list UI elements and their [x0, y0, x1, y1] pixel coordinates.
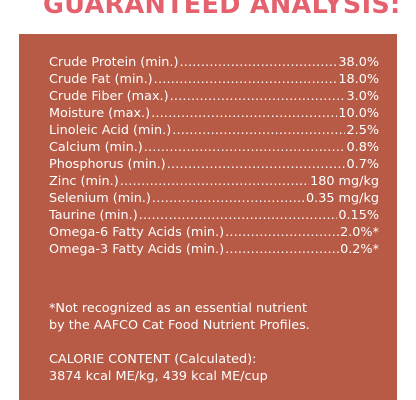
- nutrient-list: Crude Protein (min.) 38.0% Crude Fat (mi…: [49, 54, 379, 258]
- nutrient-value: 38.0%: [338, 55, 379, 70]
- dot-leader: [179, 54, 337, 71]
- nutrient-row-zinc: Zinc (min.) 180 mg/kg: [49, 173, 379, 190]
- nutrient-name: Crude Fiber (max.): [49, 89, 169, 104]
- dot-leader: [167, 156, 346, 173]
- nutrient-row-calcium: Calcium (min.) 0.8%: [49, 139, 379, 156]
- nutrient-name: Selenium (min.): [49, 191, 151, 206]
- calorie-content: CALORIE CONTENT (Calculated): 3874 kcal …: [49, 351, 389, 385]
- dot-leader: [144, 139, 346, 156]
- nutrient-value: 2.5%: [346, 123, 379, 138]
- footnote: *Not recognized as an essential nutrient…: [49, 300, 389, 334]
- nutrient-row-linoleic-acid: Linoleic Acid (min.) 2.5%: [49, 122, 379, 139]
- nutrient-value: 0.8%: [346, 140, 379, 155]
- nutrient-row-taurine: Taurine (min.) 0.15%: [49, 207, 379, 224]
- nutrient-name: Crude Protein (min.): [49, 55, 179, 70]
- nutrient-value: 0.7%: [346, 157, 379, 172]
- nutrient-value: 0.35 mg/kg: [306, 191, 379, 206]
- footnote-line: by the AAFCO Cat Food Nutrient Profiles.: [49, 318, 310, 333]
- nutrient-row-crude-protein: Crude Protein (min.) 38.0%: [49, 54, 379, 71]
- nutrient-row-crude-fiber: Crude Fiber (max.) 3.0%: [49, 88, 379, 105]
- heading-area: GUARANTEED ANALYSIS:: [0, 0, 416, 34]
- dot-leader: [152, 190, 305, 207]
- nutrient-name: Moisture (max.): [49, 106, 151, 121]
- nutrient-row-moisture: Moisture (max.) 10.0%: [49, 105, 379, 122]
- calorie-values: 3874 kcal ME/kg, 439 kcal ME/cup: [49, 369, 268, 384]
- nutrient-name: Omega-3 Fatty Acids (min.): [49, 242, 225, 257]
- nutrient-value: 0.15%: [338, 208, 379, 223]
- nutrient-name: Linoleic Acid (min.): [49, 123, 172, 138]
- nutrient-name: Calcium (min.): [49, 140, 143, 155]
- dot-leader: [225, 241, 339, 258]
- nutrient-row-phosphorus: Phosphorus (min.) 0.7%: [49, 156, 379, 173]
- nutrient-value: 180 mg/kg: [310, 174, 379, 189]
- nutrient-row-selenium: Selenium (min.) 0.35 mg/kg: [49, 190, 379, 207]
- dot-leader: [170, 88, 346, 105]
- dot-leader: [172, 122, 345, 139]
- nutrient-value: 18.0%: [338, 72, 379, 87]
- dot-leader: [225, 224, 339, 241]
- dot-leader: [151, 105, 337, 122]
- dot-leader: [139, 207, 338, 224]
- nutrient-value: 2.0%*: [340, 225, 379, 240]
- analysis-panel: Crude Protein (min.) 38.0% Crude Fat (mi…: [19, 34, 397, 400]
- nutrient-row-omega-3: Omega-3 Fatty Acids (min.) 0.2%*: [49, 241, 379, 258]
- calorie-heading: CALORIE CONTENT (Calculated):: [49, 352, 257, 367]
- page-title: GUARANTEED ANALYSIS:: [43, 0, 401, 20]
- nutrient-value: 0.2%*: [340, 242, 379, 257]
- nutrient-row-omega-6: Omega-6 Fatty Acids (min.) 2.0%*: [49, 224, 379, 241]
- footnote-line: *Not recognized as an essential nutrient: [49, 301, 308, 316]
- nutrient-name: Omega-6 Fatty Acids (min.): [49, 225, 225, 240]
- nutrient-name: Crude Fat (min.): [49, 72, 153, 87]
- nutrient-value: 3.0%: [346, 89, 379, 104]
- dot-leader: [120, 173, 309, 190]
- nutrient-value: 10.0%: [338, 106, 379, 121]
- nutrient-name: Phosphorus (min.): [49, 157, 166, 172]
- nutrient-name: Zinc (min.): [49, 174, 119, 189]
- nutrient-name: Taurine (min.): [49, 208, 138, 223]
- dot-leader: [154, 71, 338, 88]
- nutrient-row-crude-fat: Crude Fat (min.) 18.0%: [49, 71, 379, 88]
